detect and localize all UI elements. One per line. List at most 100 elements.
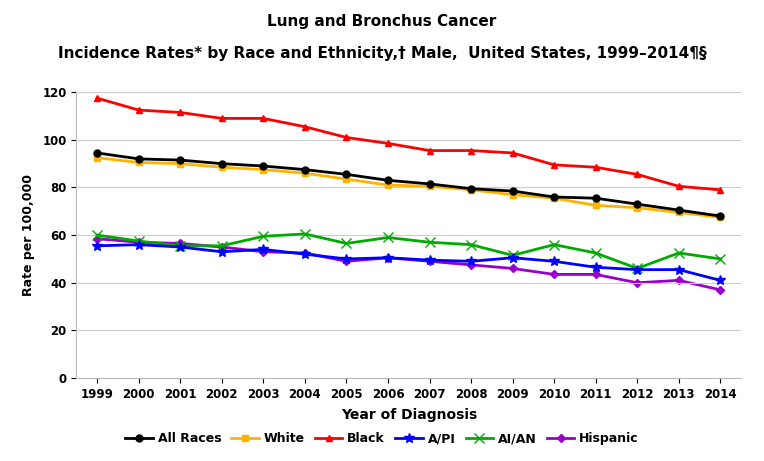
White (134, 160, 144, 165)
A/PI (508, 255, 517, 260)
Black (176, 110, 185, 115)
Black (300, 124, 309, 130)
AI/AN (259, 234, 268, 239)
White (92, 155, 102, 160)
All Races (674, 207, 683, 213)
All Races (300, 167, 309, 172)
AI/AN (633, 266, 642, 271)
Black (134, 107, 144, 113)
A/PI (342, 256, 351, 262)
A/PI (467, 259, 476, 264)
White (508, 192, 517, 197)
AI/AN (508, 253, 517, 258)
Y-axis label: Rate per 100,000: Rate per 100,000 (22, 174, 35, 296)
A/PI (92, 243, 102, 248)
Line: White: White (94, 154, 724, 221)
White (384, 182, 393, 188)
All Races (467, 186, 476, 191)
All Races (384, 177, 393, 183)
White (425, 183, 434, 189)
Black (674, 183, 683, 189)
Black (633, 171, 642, 177)
Hispanic (217, 244, 226, 250)
All Races (92, 150, 102, 156)
A/PI (633, 267, 642, 272)
Hispanic (176, 241, 185, 246)
A/PI (217, 249, 226, 254)
AI/AN (467, 242, 476, 248)
Black (384, 141, 393, 146)
White (716, 214, 725, 220)
AI/AN (342, 241, 351, 246)
White (176, 161, 185, 166)
Line: A/PI: A/PI (92, 240, 725, 285)
Hispanic (716, 287, 725, 293)
Black (549, 162, 558, 168)
All Races (342, 171, 351, 177)
Hispanic (549, 272, 558, 277)
A/PI (591, 265, 601, 270)
Line: All Races: All Races (94, 149, 724, 219)
A/PI (259, 247, 268, 252)
All Races (176, 157, 185, 163)
A/PI (674, 267, 683, 272)
A/PI (134, 242, 144, 248)
Hispanic (467, 262, 476, 268)
Black (217, 116, 226, 121)
White (217, 165, 226, 170)
AI/AN (674, 250, 683, 256)
All Races (508, 188, 517, 194)
AI/AN (92, 232, 102, 238)
AI/AN (217, 243, 226, 248)
AI/AN (384, 235, 393, 240)
White (342, 177, 351, 182)
A/PI (549, 259, 558, 264)
AI/AN (591, 250, 601, 256)
All Races (591, 195, 601, 201)
White (467, 187, 476, 193)
Text: Lung and Bronchus Cancer: Lung and Bronchus Cancer (267, 14, 497, 29)
White (259, 167, 268, 172)
Hispanic (633, 280, 642, 285)
Black (259, 116, 268, 121)
Black (342, 135, 351, 140)
Text: Incidence Rates* by Race and Ethnicity,† Male,  United States, 1999–2014¶§: Incidence Rates* by Race and Ethnicity,†… (57, 46, 707, 61)
Black (716, 187, 725, 193)
All Races (217, 161, 226, 166)
AI/AN (425, 240, 434, 245)
Black (467, 148, 476, 154)
White (549, 195, 558, 201)
Hispanic (259, 249, 268, 254)
Hispanic (425, 259, 434, 264)
Hispanic (674, 278, 683, 283)
All Races (259, 163, 268, 169)
All Races (633, 201, 642, 207)
White (591, 202, 601, 208)
Hispanic (134, 240, 144, 245)
All Races (716, 213, 725, 219)
AI/AN (300, 231, 309, 236)
Line: Hispanic: Hispanic (95, 236, 723, 293)
Black (591, 165, 601, 170)
Hispanic (591, 272, 601, 277)
Hispanic (300, 250, 309, 256)
AI/AN (549, 242, 558, 248)
X-axis label: Year of Diagnosis: Year of Diagnosis (341, 408, 477, 422)
A/PI (300, 251, 309, 257)
A/PI (384, 255, 393, 260)
Hispanic (384, 255, 393, 260)
A/PI (425, 257, 434, 263)
Black (508, 150, 517, 156)
AI/AN (176, 243, 185, 248)
Hispanic (342, 259, 351, 264)
AI/AN (134, 238, 144, 244)
All Races (549, 194, 558, 200)
Line: AI/AN: AI/AN (92, 229, 725, 273)
A/PI (716, 278, 725, 283)
White (674, 210, 683, 215)
AI/AN (716, 256, 725, 262)
Legend: All Races, White, Black, A/PI, AI/AN, Hispanic: All Races, White, Black, A/PI, AI/AN, Hi… (120, 427, 644, 450)
Black (425, 148, 434, 154)
Hispanic (92, 236, 102, 242)
All Races (134, 156, 144, 162)
